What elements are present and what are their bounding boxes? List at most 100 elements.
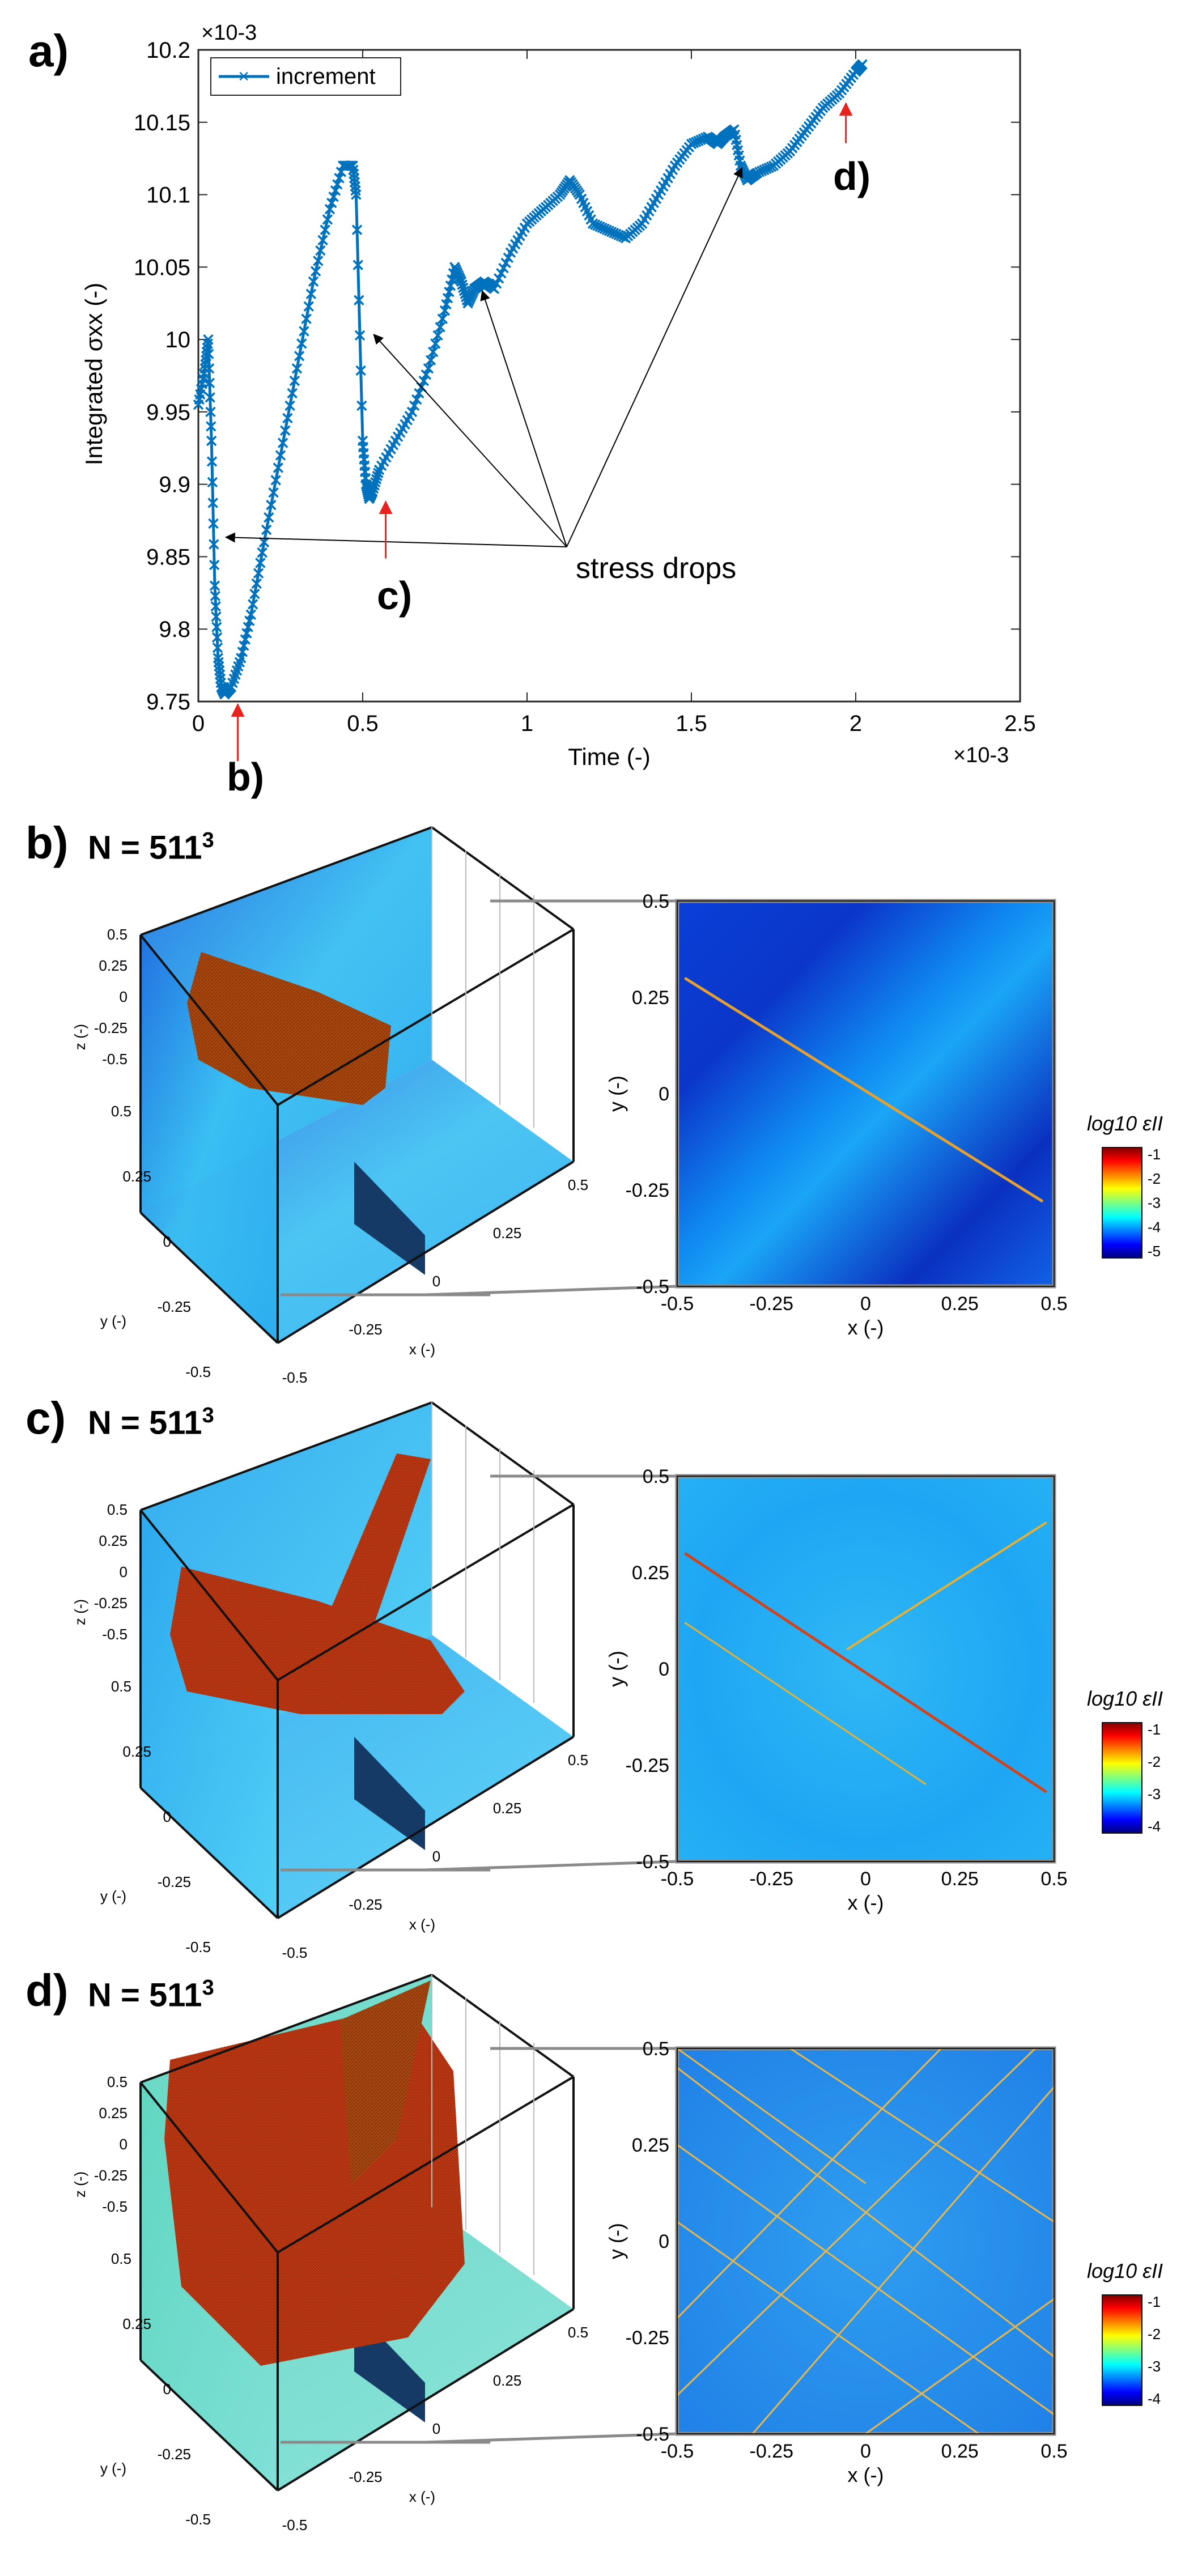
shear-band-surface-conjugate	[317, 1453, 431, 1657]
resolution-exponent: 3	[202, 1976, 214, 2000]
colorbar	[1102, 1147, 1142, 1259]
cube-x-tick-label: 0	[432, 1273, 440, 1290]
cube-z-tick-label: -0.25	[94, 2167, 128, 2184]
stress-drops-label: stress drops	[576, 552, 736, 585]
colorbar-tick-label: -1	[1148, 1146, 1161, 1163]
series-point-marker	[421, 369, 432, 380]
shear-band-line	[676, 2047, 942, 2319]
y-tick-label: 10.05	[134, 255, 190, 280]
series-point-marker	[857, 59, 868, 70]
series-point-marker	[205, 392, 215, 403]
series-point-marker	[294, 351, 305, 362]
cube-z-axis-label: z (-)	[71, 2171, 88, 2197]
slice-connector-diag	[424, 2432, 678, 2444]
x-tick-label: 2.5	[1004, 711, 1036, 736]
cube-y-tick-label: -0.5	[185, 1363, 211, 1380]
colorbar-tick-label: -4	[1148, 2390, 1161, 2407]
series-point-marker	[430, 338, 441, 349]
series-point-marker	[253, 568, 264, 579]
slice-y-tick-label: -0.5	[636, 2424, 669, 2445]
series-point-marker	[428, 346, 439, 358]
series-point-marker	[373, 467, 384, 478]
cube-edge	[277, 928, 575, 1106]
series-point-marker	[273, 462, 284, 473]
series-point-marker	[209, 539, 219, 550]
series-point-marker	[370, 477, 381, 488]
series-point-marker	[317, 235, 328, 246]
series-point-marker	[349, 173, 360, 184]
series-point-marker	[210, 601, 221, 612]
cube-x-tick-label: -0.25	[349, 1896, 382, 1913]
panel-letter: c)	[26, 1393, 66, 1443]
cube-x-tick-label: 0	[432, 2420, 440, 2437]
colorbar-tick-label: -3	[1148, 1786, 1161, 1803]
cube-z-tick-label: -0.5	[102, 1626, 128, 1643]
y-tick-label: 10.1	[146, 183, 190, 208]
slice-x-tick-label: -0.25	[750, 2441, 794, 2462]
slice-image	[675, 1474, 1056, 1864]
series-point-marker	[328, 191, 339, 202]
panel-letter: b)	[26, 818, 69, 868]
series-point-marker	[494, 273, 504, 284]
cube-edge	[277, 1736, 575, 1919]
x-scale-label: ×10-3	[953, 743, 1009, 767]
series-point-marker	[257, 547, 267, 558]
series-point-marker	[201, 355, 211, 365]
slice-x-tick-label: 0	[860, 1868, 871, 1890]
cube-y-tick-label: -0.5	[185, 2511, 211, 2528]
colorbar-title: log10 εII	[1087, 1112, 1163, 1135]
series-point-marker	[208, 518, 219, 529]
series-point-marker	[301, 313, 312, 324]
stress-drop-arrow	[566, 167, 743, 547]
cube-x-tick-label: -0.25	[349, 1321, 382, 1338]
series-point-marker	[209, 580, 220, 591]
cube-y-tick-label: -0.5	[185, 1939, 211, 1956]
cube-z-axis-label: z (-)	[71, 1599, 88, 1625]
series-point-marker	[457, 279, 468, 290]
shear-band-line	[677, 2047, 867, 2184]
resolution-base: N = 511	[88, 829, 202, 866]
colorbar-title: log10 εII	[1087, 1687, 1163, 1710]
cube-z-tick-label: -0.5	[102, 1051, 128, 1068]
colorbar-tick-label: -2	[1148, 2326, 1161, 2343]
resolution-label: N = 5113	[88, 828, 214, 866]
series-point-marker	[207, 477, 218, 488]
legend: × increment	[210, 57, 401, 96]
series-point-marker	[371, 474, 382, 484]
resolution-exponent: 3	[202, 1404, 214, 1427]
cube-cut-face	[354, 1162, 425, 1275]
slice-x-tick-label: 0	[860, 2441, 871, 2462]
cube-y-tick-label: -0.25	[158, 1298, 191, 1315]
cube-x-tick-label: 0.5	[568, 2324, 588, 2341]
slice-x-tick-label: 0.25	[941, 1868, 979, 1890]
legend-series-name: increment	[276, 64, 376, 89]
series-point-marker	[503, 252, 514, 263]
series-point-marker	[206, 456, 218, 467]
y-tick-label: 9.9	[159, 473, 190, 498]
slice-x-tick-label: 0	[860, 1293, 871, 1315]
cube-edge	[139, 1212, 279, 1344]
slice-y-tick-label: 0	[659, 2231, 669, 2252]
cube-y-axis-label: y (-)	[100, 1888, 126, 1905]
series-point-marker	[368, 483, 379, 494]
series-point-marker	[349, 168, 359, 180]
slice-y-axis-label: y (-)	[605, 1651, 628, 1687]
series-point-marker	[496, 268, 507, 279]
cube-x-tick-label: 0.25	[493, 2372, 522, 2389]
cube-edge	[277, 2076, 575, 2254]
y-tick-label: 10	[165, 328, 191, 352]
series-point-marker	[268, 487, 279, 498]
cube-x-tick-label: 0.5	[568, 1176, 588, 1193]
colorbar	[1102, 1722, 1142, 1834]
slice-y-tick-label: 0.5	[643, 1466, 669, 1487]
series-point-marker	[202, 338, 213, 349]
cube-z-tick-label: -0.5	[102, 2198, 128, 2215]
series-point-marker	[203, 363, 215, 374]
slice-y-tick-label: -0.25	[626, 1180, 670, 1201]
panel-letter: d)	[26, 1965, 69, 2016]
cube-y-tick-label: 0.5	[111, 1103, 131, 1120]
series-point-marker	[280, 425, 291, 436]
stress-drop-arrow	[373, 334, 567, 547]
colorbar	[1102, 2294, 1142, 2406]
series-point-marker	[282, 413, 293, 424]
